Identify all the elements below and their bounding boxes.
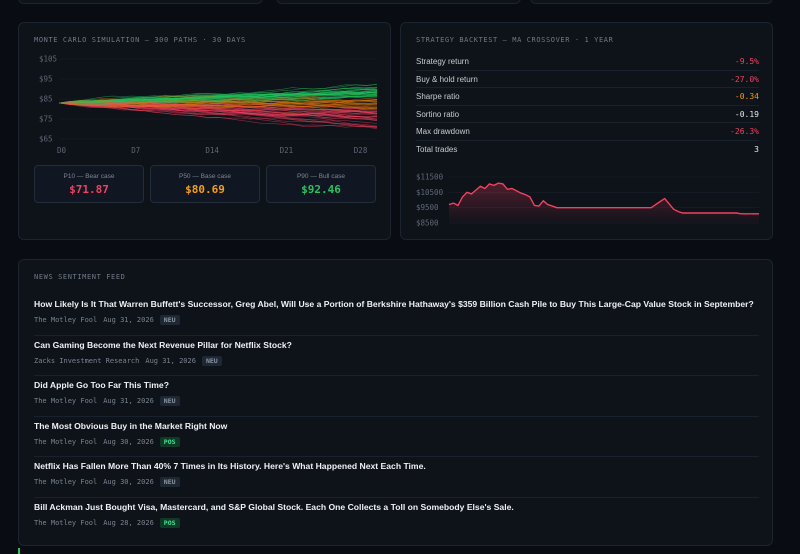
bull-case-box: P90 — Bull case $92.46 [266, 165, 376, 203]
equity-curve-chart: $11500 $10500 $9500 $8500 [416, 173, 759, 228]
metric-strategy-return: Strategy return -9.5% [416, 53, 759, 71]
top-card-stub [276, 0, 521, 4]
monte-carlo-card: MONTE CARLO SIMULATION — 300 PATHS · 30 … [18, 22, 391, 240]
news-headline[interactable]: The Most Obvious Buy in the Market Right… [34, 420, 228, 431]
simulation-path [58, 93, 378, 106]
news-headline[interactable]: Bill Ackman Just Bought Visa, Mastercard… [34, 501, 514, 512]
metric-label: Total trades [416, 144, 458, 154]
sentiment-badge: POS [159, 517, 180, 528]
news-date: Aug 31, 2026 [145, 356, 196, 365]
news-feed-card: NEWS SENTIMENT FEED How Likely Is It Tha… [18, 259, 773, 546]
x-tick-label: D14 [205, 146, 219, 155]
base-case-value: $80.69 [185, 183, 225, 196]
news-item[interactable]: How Likely Is It That Warren Buffett's S… [34, 295, 759, 336]
news-item[interactable]: Can Gaming Become the Next Revenue Pilla… [34, 336, 759, 376]
metric-sortino-ratio: Sortino ratio -0.19 [416, 106, 759, 123]
news-item[interactable]: Netflix Has Fallen More Than 40% 7 Times… [34, 457, 759, 498]
y-tick-label: $85 [39, 95, 53, 104]
bear-case-box: P10 — Bear case $71.87 [34, 165, 144, 203]
news-date: Aug 30, 2026 [103, 478, 154, 486]
news-date: Aug 31, 2026 [103, 397, 154, 405]
sentiment-badge: NEU [159, 315, 180, 325]
backtest-title: STRATEGY BACKTEST — MA CROSSOVER · 1 YEA… [416, 36, 614, 44]
x-tick-label: D28 [354, 146, 368, 155]
metric-label: Sortino ratio [416, 109, 460, 119]
base-case-box: P50 — Base case $80.69 [150, 165, 260, 203]
equity-area [449, 183, 759, 223]
top-card-stub [530, 0, 773, 4]
news-headline[interactable]: Did Apple Go Too Far This Time? [34, 380, 169, 390]
metric-max-drawdown: Max drawdown -26.3% [416, 123, 759, 141]
bull-case-value: $92.46 [301, 183, 341, 196]
news-source: The Motley Fool [34, 397, 98, 405]
metric-label: Buy & hold return [416, 74, 478, 84]
sentiment-badge: POS [159, 436, 180, 447]
news-feed-title: NEWS SENTIMENT FEED [34, 273, 126, 281]
y-tick-label: $11500 [416, 173, 444, 182]
x-tick-label: D7 [131, 146, 140, 155]
simulation-path [58, 102, 378, 121]
news-date: Aug 30, 2026 [103, 437, 154, 446]
simulation-path [58, 95, 378, 104]
news-headline[interactable]: How Likely Is It That Warren Buffett's S… [34, 299, 754, 309]
metric-buy-hold-return: Buy & hold return -27.0% [416, 71, 759, 88]
next-card-accent [18, 548, 20, 554]
monte-carlo-title: MONTE CARLO SIMULATION — 300 PATHS · 30 … [34, 36, 246, 44]
sentiment-badge: NEU [159, 396, 180, 406]
news-source: The Motley Fool [34, 478, 98, 486]
y-tick-label: $75 [39, 115, 53, 124]
metric-total-trades: Total trades 3 [416, 141, 759, 159]
sentiment-badge: NEU [159, 477, 180, 487]
news-date: Aug 28, 2026 [103, 518, 154, 527]
metric-label: Strategy return [416, 57, 469, 66]
news-headline[interactable]: Can Gaming Become the Next Revenue Pilla… [34, 339, 292, 350]
metric-value: 3 [754, 144, 759, 154]
base-case-label: P50 — Base case [178, 173, 232, 180]
bear-case-label: P10 — Bear case [63, 173, 115, 180]
simulation-path [58, 95, 378, 104]
bull-case-label: P90 — Bull case [296, 173, 346, 180]
x-tick-label: D0 [57, 146, 67, 155]
metric-value: -27.0% [730, 74, 759, 84]
metric-sharpe-ratio: Sharpe ratio -0.34 [416, 88, 759, 106]
news-source: The Motley Fool [34, 437, 98, 446]
y-tick-label: $9500 [416, 203, 439, 212]
y-tick-label: $8500 [416, 219, 439, 228]
news-date: Aug 31, 2026 [103, 316, 154, 324]
news-source: Zacks Investment Research [34, 356, 140, 365]
y-tick-label: $10500 [416, 188, 444, 197]
simulation-path [59, 101, 378, 114]
metric-value: -0.34 [734, 92, 759, 101]
monte-carlo-plot: $105 $95 $85 $75 $65 D0 D7 D14 D21 D28 [39, 55, 378, 155]
top-card-stub [18, 0, 263, 4]
x-tick-label: D21 [280, 146, 294, 155]
bear-case-value: $71.87 [69, 183, 109, 196]
news-source: The Motley Fool [34, 316, 98, 324]
y-tick-label: $65 [39, 135, 53, 144]
sentiment-badge: NEU [201, 355, 222, 366]
metric-value: -9.5% [734, 57, 759, 66]
news-item[interactable]: Bill Ackman Just Bought Visa, Mastercard… [34, 498, 759, 539]
metric-value: -26.3% [730, 127, 759, 136]
news-source: The Motley Fool [34, 518, 98, 527]
metric-value: -0.19 [734, 109, 759, 119]
y-tick-label: $105 [39, 55, 57, 64]
y-tick-label: $95 [39, 75, 53, 84]
simulation-path [58, 102, 378, 128]
equity-line [448, 182, 759, 215]
news-item[interactable]: Did Apple Go Too Far This Time? The Motl… [34, 376, 759, 417]
simulation-path [58, 87, 378, 105]
news-item[interactable]: The Most Obvious Buy in the Market Right… [34, 417, 759, 457]
simulation-path [58, 99, 378, 108]
news-headline[interactable]: Netflix Has Fallen More Than 40% 7 Times… [34, 461, 426, 471]
simulation-path [58, 102, 378, 117]
metric-label: Max drawdown [416, 127, 470, 136]
backtest-card: STRATEGY BACKTEST — MA CROSSOVER · 1 YEA… [400, 22, 773, 240]
metric-label: Sharpe ratio [416, 92, 460, 101]
